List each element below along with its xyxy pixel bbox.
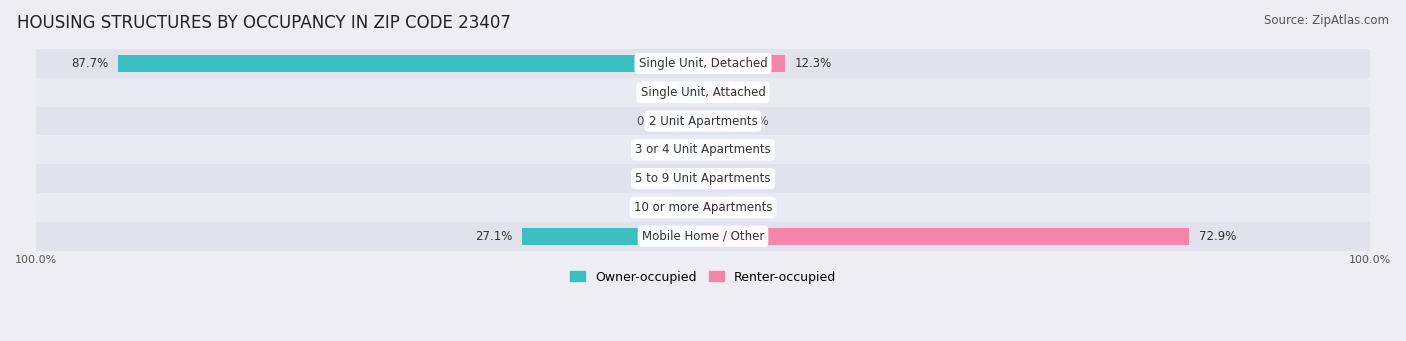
Bar: [676, 199, 703, 216]
Bar: [37, 135, 1369, 164]
Text: 5 to 9 Unit Apartments: 5 to 9 Unit Apartments: [636, 172, 770, 185]
Bar: [37, 164, 1369, 193]
Text: 2 Unit Apartments: 2 Unit Apartments: [648, 115, 758, 128]
Bar: [37, 78, 1369, 107]
Bar: [703, 113, 730, 130]
Bar: [703, 170, 730, 187]
Text: Mobile Home / Other: Mobile Home / Other: [641, 230, 765, 243]
Text: Source: ZipAtlas.com: Source: ZipAtlas.com: [1264, 14, 1389, 27]
Bar: [676, 170, 703, 187]
Text: 0.0%: 0.0%: [637, 201, 666, 214]
Bar: [118, 55, 703, 72]
Text: 10 or more Apartments: 10 or more Apartments: [634, 201, 772, 214]
Text: HOUSING STRUCTURES BY OCCUPANCY IN ZIP CODE 23407: HOUSING STRUCTURES BY OCCUPANCY IN ZIP C…: [17, 14, 510, 32]
Text: 3 or 4 Unit Apartments: 3 or 4 Unit Apartments: [636, 143, 770, 157]
Text: 0.0%: 0.0%: [637, 143, 666, 157]
Text: 0.0%: 0.0%: [740, 172, 769, 185]
Bar: [37, 49, 1369, 78]
Text: 0.0%: 0.0%: [740, 143, 769, 157]
Text: 0.0%: 0.0%: [637, 115, 666, 128]
Text: 0.0%: 0.0%: [637, 172, 666, 185]
Text: 12.3%: 12.3%: [794, 57, 832, 70]
Bar: [37, 193, 1369, 222]
Legend: Owner-occupied, Renter-occupied: Owner-occupied, Renter-occupied: [565, 266, 841, 289]
Bar: [703, 84, 730, 101]
Bar: [676, 142, 703, 158]
Text: 0.0%: 0.0%: [740, 86, 769, 99]
Bar: [703, 228, 1189, 244]
Text: 0.0%: 0.0%: [740, 201, 769, 214]
Text: 27.1%: 27.1%: [475, 230, 512, 243]
Bar: [522, 228, 703, 244]
Text: 72.9%: 72.9%: [1199, 230, 1236, 243]
Text: 87.7%: 87.7%: [70, 57, 108, 70]
Bar: [37, 107, 1369, 135]
Bar: [703, 55, 785, 72]
Bar: [703, 199, 730, 216]
Bar: [676, 84, 703, 101]
Text: Single Unit, Attached: Single Unit, Attached: [641, 86, 765, 99]
Text: 0.0%: 0.0%: [740, 115, 769, 128]
Bar: [703, 142, 730, 158]
Bar: [676, 113, 703, 130]
Text: Single Unit, Detached: Single Unit, Detached: [638, 57, 768, 70]
Text: 0.0%: 0.0%: [637, 86, 666, 99]
Bar: [37, 222, 1369, 251]
